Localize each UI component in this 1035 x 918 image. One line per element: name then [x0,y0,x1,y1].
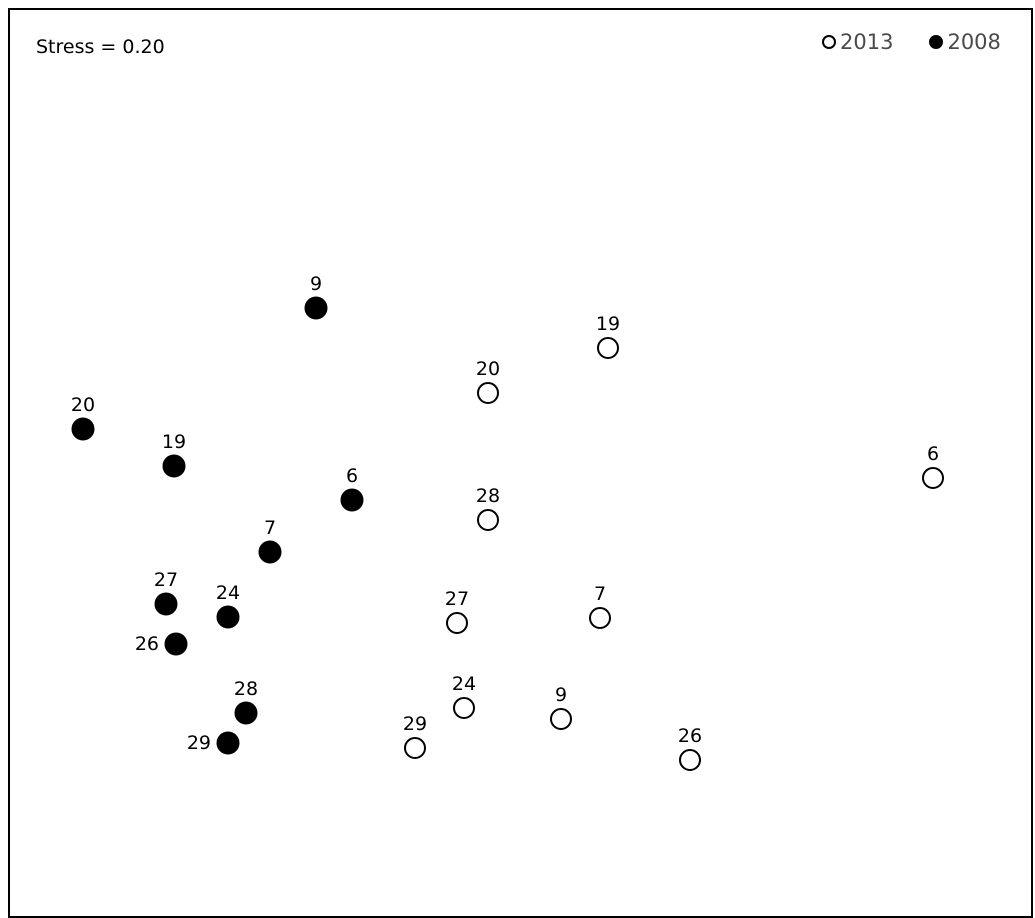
point-label-2008-29: 29 [187,732,211,754]
point-2008-28 [234,701,258,725]
stress-annotation: Stress = 0.20 [36,36,165,58]
filled-circle-icon [929,35,944,49]
point-2008-9 [304,296,328,320]
point-label-2013-24: 24 [452,673,476,695]
point-2013-27 [446,612,468,634]
point-2013-19 [597,337,619,359]
point-2008-27 [154,592,178,616]
point-label-2008-9: 9 [310,273,322,295]
point-label-2013-7: 7 [594,583,606,605]
point-label-2008-28: 28 [234,678,258,700]
point-2013-9 [550,708,572,730]
legend-label-2013: 2013 [840,30,894,54]
point-2008-20 [71,417,95,441]
point-2013-24 [453,697,475,719]
open-circle-icon [822,35,836,49]
point-label-2008-26: 26 [135,633,159,655]
point-label-2008-27: 27 [154,569,178,591]
point-label-2008-6: 6 [346,465,358,487]
point-2008-19 [162,454,186,478]
point-label-2013-26: 26 [678,725,702,747]
point-label-2013-29: 29 [403,713,427,735]
point-label-2013-6: 6 [927,443,939,465]
point-2008-26 [164,632,188,656]
legend: 2013 2008 [822,30,1001,54]
point-label-2008-19: 19 [162,431,186,453]
point-2013-6 [922,467,944,489]
point-label-2013-20: 20 [476,358,500,380]
point-label-2013-9: 9 [555,684,567,706]
point-2013-20 [477,382,499,404]
point-2013-28 [477,509,499,531]
point-label-2008-7: 7 [264,517,276,539]
point-2013-26 [679,749,701,771]
legend-label-2008: 2008 [947,30,1001,54]
point-label-2008-20: 20 [71,394,95,416]
point-2013-7 [589,607,611,629]
series-2008: 9 20 19 6 7 27 24 26 28 29 [71,273,364,755]
point-label-2008-24: 24 [216,582,240,604]
point-2013-29 [404,737,426,759]
legend-item-2008: 2008 [929,30,1001,54]
point-2008-29 [216,731,240,755]
point-2008-7 [258,540,282,564]
legend-item-2013: 2013 [822,30,893,54]
series-2013: 19 20 6 28 27 7 24 9 29 26 [403,313,944,771]
point-label-2013-19: 19 [596,313,620,335]
point-label-2013-27: 27 [445,588,469,610]
point-2008-6 [340,488,364,512]
point-label-2013-28: 28 [476,485,500,507]
point-2008-24 [216,605,240,629]
